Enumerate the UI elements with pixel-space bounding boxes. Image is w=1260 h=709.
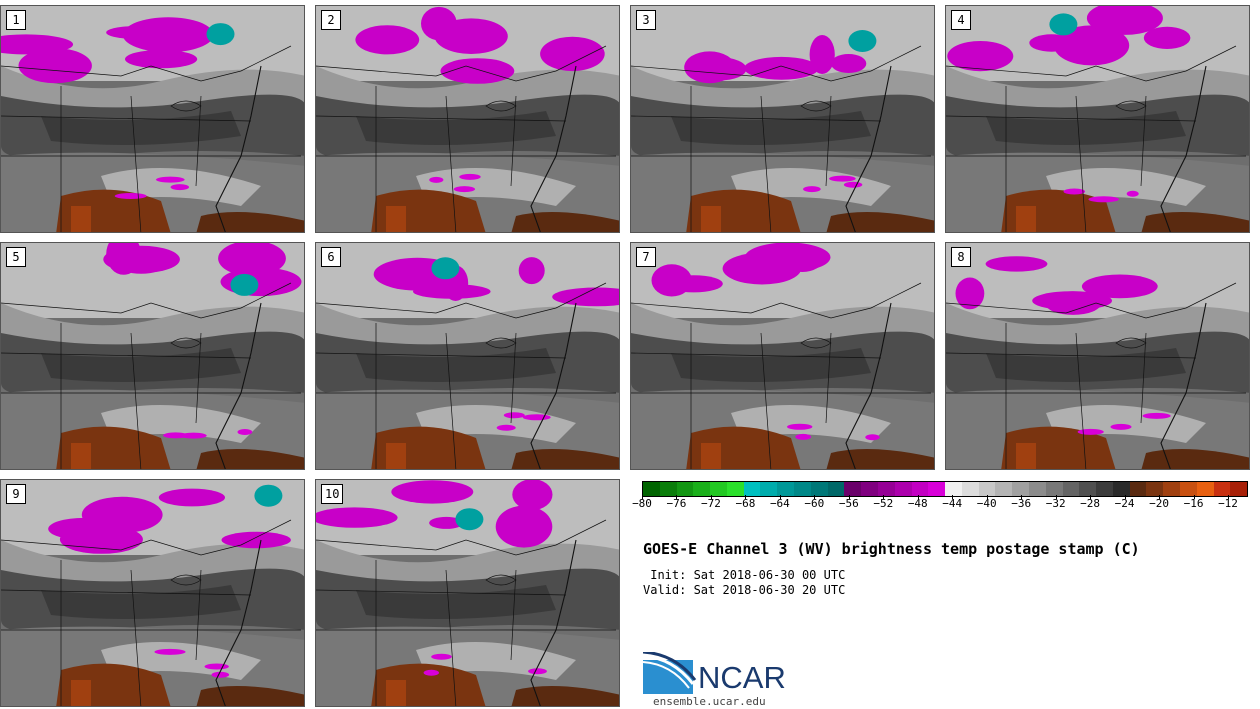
member-panel-1: 1 <box>0 5 305 233</box>
ncar-wordmark: NCAR <box>698 660 786 695</box>
panel-number-label: 10 <box>321 484 344 504</box>
colorbar-swatch <box>1045 482 1063 496</box>
colorbar-tick-label: −20 <box>1139 495 1179 510</box>
colorbar-tick-label: −72 <box>691 495 731 510</box>
init-time: Init: Sat 2018-06-30 00 UTC <box>643 568 846 582</box>
colorbar-tick-label: −80 <box>622 495 662 510</box>
colorbar-swatch <box>676 482 694 496</box>
member-panel-6: 6 <box>315 242 620 470</box>
colorbar-swatch <box>743 482 761 496</box>
colorbar-tick-label: −64 <box>760 495 800 510</box>
colorbar-swatch <box>1028 482 1046 496</box>
colorbar-tick-label: −56 <box>829 495 869 510</box>
colorbar-swatch <box>877 482 895 496</box>
wv-map-4 <box>946 6 1249 232</box>
colorbar-tick-label: −40 <box>967 495 1007 510</box>
colorbar-swatch <box>643 482 660 496</box>
member-panel-3: 3 <box>630 5 935 233</box>
wv-map-1 <box>1 6 304 232</box>
colorbar-tick-label: −52 <box>863 495 903 510</box>
colorbar-tick-label: −28 <box>1070 495 1110 510</box>
member-panel-5: 5 <box>0 242 305 470</box>
colorbar-swatch <box>693 482 711 496</box>
colorbar-swatch <box>1196 482 1214 496</box>
colorbar-tick-label: −44 <box>932 495 972 510</box>
colorbar-swatch <box>810 482 828 496</box>
valid-time: Valid: Sat 2018-06-30 20 UTC <box>643 583 846 597</box>
colorbar-swatch <box>844 482 862 496</box>
member-panel-9: 9 <box>0 479 305 707</box>
colorbar-swatch <box>1230 482 1248 496</box>
colorbar-swatch <box>978 482 996 496</box>
colorbar-tick-label: −32 <box>1036 495 1076 510</box>
colorbar-swatch <box>1129 482 1147 496</box>
panel-number-label: 1 <box>6 10 26 30</box>
colorbar-swatch <box>961 482 979 496</box>
colorbar-swatch <box>1180 482 1197 496</box>
member-panel-4: 4 <box>945 5 1250 233</box>
wv-map-6 <box>316 243 619 469</box>
panel-number-label: 3 <box>636 10 656 30</box>
panel-number-label: 7 <box>636 247 656 267</box>
wv-map-3 <box>631 6 934 232</box>
colorbar-swatch <box>1146 482 1164 496</box>
wv-map-8 <box>946 243 1249 469</box>
member-panel-2: 2 <box>315 5 620 233</box>
colorbar-swatch <box>726 482 744 496</box>
colorbar-swatch <box>1213 482 1231 496</box>
member-panel-10: 10 <box>315 479 620 707</box>
colorbar-swatch <box>710 482 727 496</box>
ncar-logo-icon <box>643 652 697 694</box>
colorbar-ticks: −80 −76 −72 −68 −64 −60 −56 −52 −48 −44 −40 −36 −32−… <box>632 495 1248 517</box>
colorbar-tick-label: −60 <box>794 495 834 510</box>
colorbar-swatch <box>1012 482 1029 496</box>
panel-number-label: 4 <box>951 10 971 30</box>
panel-number-label: 5 <box>6 247 26 267</box>
colorbar-tick-label: −12 <box>1208 495 1248 510</box>
colorbar-swatch <box>794 482 811 496</box>
colorbar-swatch <box>894 482 912 496</box>
panel-number-label: 8 <box>951 247 971 267</box>
colorbar <box>642 481 1248 497</box>
colorbar-swatch <box>945 482 962 496</box>
colorbar-tick-label: −24 <box>1105 495 1145 510</box>
wv-map-5 <box>1 243 304 469</box>
colorbar-swatch <box>659 482 677 496</box>
wv-map-10 <box>316 480 619 706</box>
colorbar-tick-label: −36 <box>1001 495 1041 510</box>
colorbar-swatch <box>911 482 929 496</box>
wv-map-7 <box>631 243 934 469</box>
colorbar-swatch <box>1112 482 1130 496</box>
panel-number-label: 6 <box>321 247 341 267</box>
colorbar-swatch <box>1062 482 1080 496</box>
panel-number-label: 2 <box>321 10 341 30</box>
colorbar-swatch <box>760 482 778 496</box>
colorbar-swatch <box>777 482 795 496</box>
logo-url: ensemble.ucar.edu <box>653 695 766 708</box>
colorbar-swatch <box>1079 482 1097 496</box>
colorbar-swatch <box>1096 482 1113 496</box>
colorbar-tick-label: −68 <box>725 495 765 510</box>
colorbar-swatch <box>928 482 946 496</box>
colorbar-tick-label: −76 <box>656 495 696 510</box>
colorbar-tick-label: −16 <box>1174 495 1214 510</box>
colorbar-swatch <box>861 482 878 496</box>
colorbar-swatch <box>995 482 1013 496</box>
wv-map-2 <box>316 6 619 232</box>
wv-map-9 <box>1 480 304 706</box>
colorbar-tick-label: −48 <box>898 495 938 510</box>
member-panel-8: 8 <box>945 242 1250 470</box>
colorbar-swatch <box>827 482 845 496</box>
colorbar-swatch <box>1163 482 1180 496</box>
panel-number-label: 9 <box>6 484 26 504</box>
member-panel-7: 7 <box>630 242 935 470</box>
figure-title: GOES-E Channel 3 (WV) brightness temp po… <box>643 540 1140 558</box>
